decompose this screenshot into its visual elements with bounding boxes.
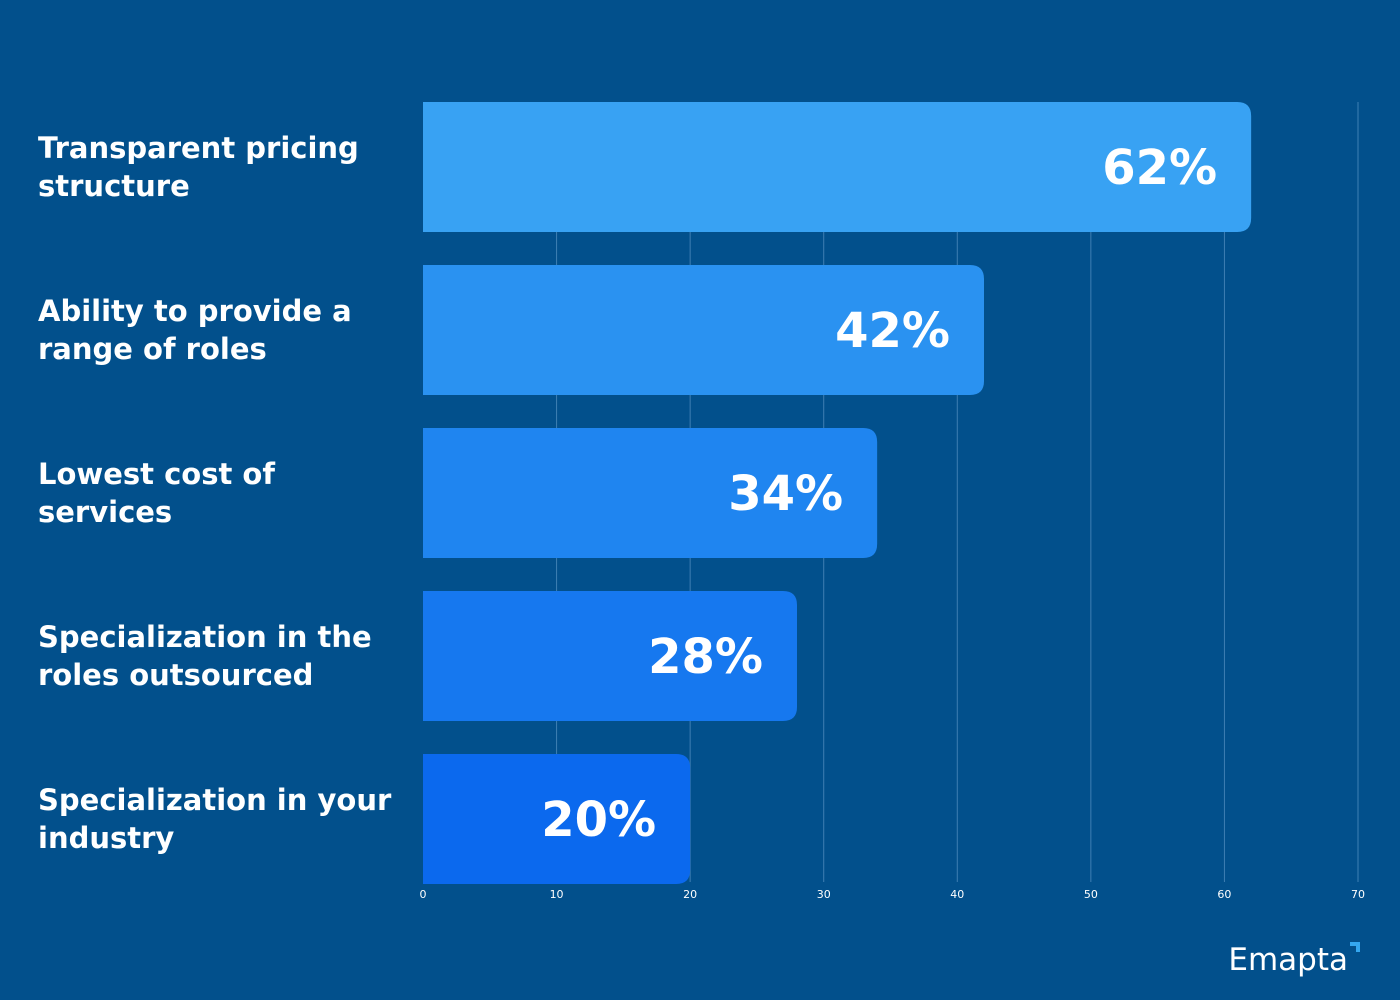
x-tick-label-20: 20 — [683, 888, 697, 901]
brand-name: Emapta — [1228, 942, 1348, 978]
value-label-2: 34% — [728, 466, 843, 522]
x-tick-label-40: 40 — [950, 888, 964, 901]
x-tick-label-0: 0 — [420, 888, 427, 901]
value-label-4: 20% — [541, 792, 656, 848]
category-label-0-line-1: structure — [38, 169, 190, 203]
category-label-3: Specialization in the roles outsourced — [38, 620, 372, 692]
category-label-1-line-1: range of roles — [38, 332, 267, 366]
value-label-1: 42% — [835, 303, 950, 359]
bar-3 — [423, 591, 797, 721]
category-label-2: Lowest cost of services — [38, 457, 275, 529]
category-label-3-line-0: Specialization in the — [38, 620, 372, 654]
x-tick-label-50: 50 — [1084, 888, 1098, 901]
category-labels: Transparent pricing structure Ability to p… — [38, 131, 392, 855]
x-tick-label-10: 10 — [550, 888, 564, 901]
category-label-1-line-0: Ability to provide a — [38, 294, 352, 328]
bar-0 — [423, 102, 1252, 232]
category-label-1: Ability to provide a range of roles — [38, 294, 352, 366]
category-label-0: Transparent pricing structure — [38, 131, 359, 203]
value-label-3: 28% — [648, 629, 763, 685]
x-axis-ticks: 0 10 20 30 40 50 60 70 — [420, 888, 1366, 901]
x-tick-label-60: 60 — [1217, 888, 1231, 901]
category-label-4: Specialization in your industry — [38, 783, 392, 855]
category-label-4-line-1: industry — [38, 821, 174, 855]
category-label-0-line-0: Transparent pricing — [38, 131, 359, 165]
brand-logo: Emapta — [1228, 942, 1360, 982]
bar-4 — [423, 754, 691, 884]
x-tick-label-30: 30 — [817, 888, 831, 901]
category-label-4-line-0: Specialization in your — [38, 783, 392, 817]
bar-1 — [423, 265, 984, 395]
x-tick-label-70: 70 — [1351, 888, 1365, 901]
value-label-0: 62% — [1102, 140, 1217, 196]
category-label-3-line-1: roles outsourced — [38, 658, 313, 692]
category-label-2-line-1: services — [38, 495, 172, 529]
brand-corner-mark — [1350, 942, 1360, 952]
bar-2 — [423, 428, 878, 558]
bars-layer: 62% 42% 34% 28% 20% — [423, 102, 1252, 884]
category-label-2-line-0: Lowest cost of — [38, 457, 275, 491]
